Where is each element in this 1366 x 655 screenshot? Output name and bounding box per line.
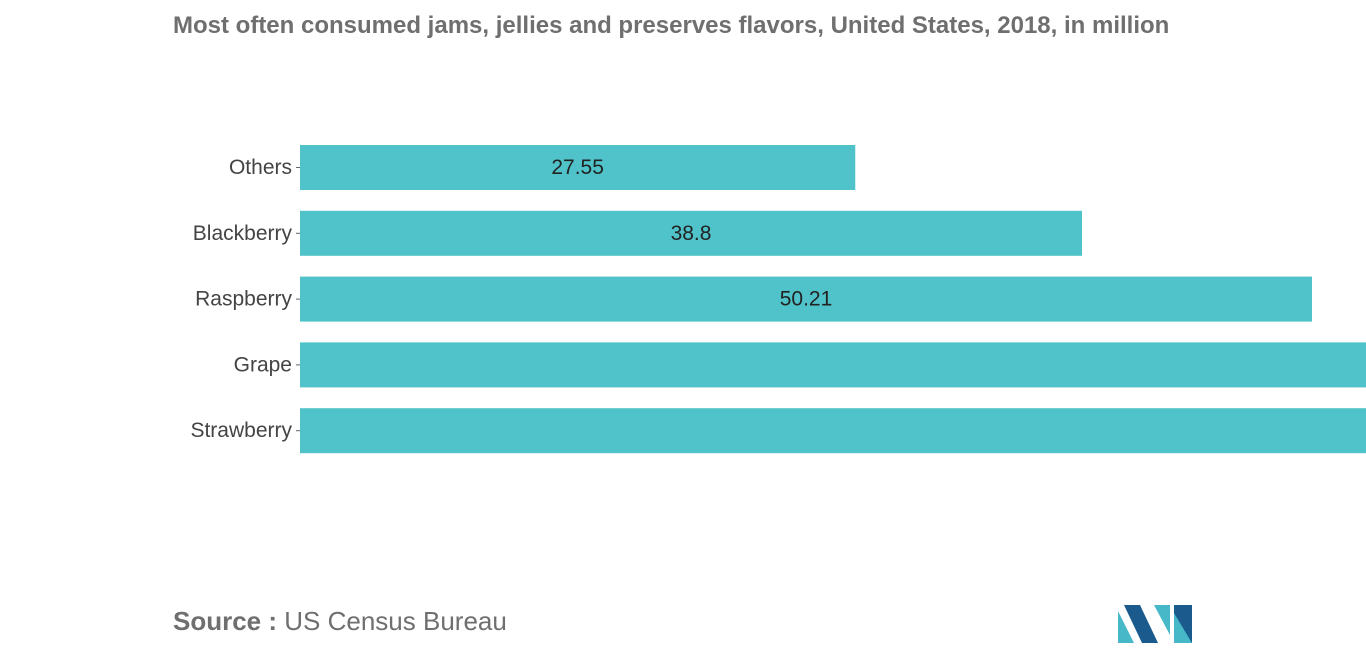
- category-label: Raspberry: [195, 288, 292, 311]
- bars-layer: [296, 145, 1366, 454]
- chart-title: Most often consumed jams, jellies and pr…: [173, 12, 1170, 39]
- source-prefix: Source :: [173, 606, 278, 636]
- source-note: Source : US Census Bureau: [173, 606, 507, 637]
- logo-shape-right-upper: [1154, 605, 1170, 635]
- source-text: US Census Bureau: [284, 606, 507, 636]
- logo-shape-right-accent: [1174, 613, 1192, 643]
- bar-strawberry: [300, 408, 1366, 454]
- category-label: Strawberry: [190, 419, 292, 442]
- bar-blackberry: [300, 210, 1083, 256]
- category-label: Blackberry: [193, 222, 293, 245]
- value-labels-layer: 27.55 38.8 50.21: [551, 156, 832, 311]
- category-label: Others: [229, 156, 292, 179]
- logo-shape-middle: [1124, 605, 1158, 643]
- data-label: 27.55: [551, 156, 604, 179]
- logo-shape-left: [1118, 611, 1134, 643]
- bar-grape: [300, 342, 1366, 388]
- data-label: 50.21: [780, 288, 833, 311]
- mordor-intelligence-logo-icon: [1118, 605, 1192, 643]
- category-labels-layer: Others Blackberry Raspberry Grape Strawberry: [190, 156, 292, 442]
- bar-raspberry: [300, 276, 1312, 322]
- data-label: 38.8: [671, 222, 712, 245]
- bar-others: [300, 145, 856, 190]
- category-label: Grape: [234, 353, 292, 376]
